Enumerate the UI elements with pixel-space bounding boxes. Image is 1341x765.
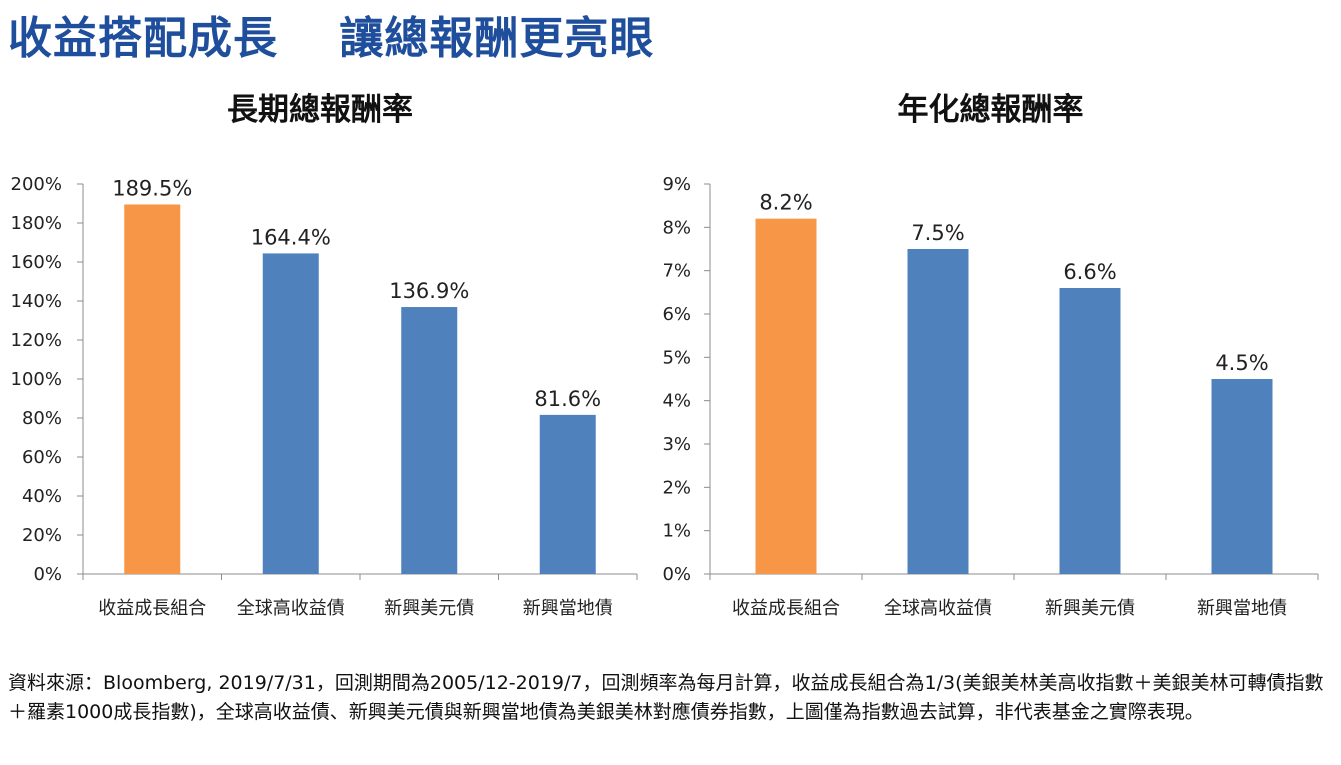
y-tick-label: 120% (11, 330, 62, 351)
y-tick-label: 5% (662, 347, 691, 368)
bar-4 (1211, 379, 1273, 574)
category-label: 新興美元債 (1045, 598, 1135, 619)
y-tick-label: 6% (662, 304, 691, 325)
y-tick-label: 60% (22, 447, 62, 468)
data-label: 6.6% (1063, 260, 1116, 284)
y-tick-label: 40% (22, 486, 62, 507)
y-tick-label: 4% (662, 391, 691, 412)
y-tick-label: 140% (11, 291, 62, 312)
y-tick-label: 1% (662, 521, 691, 542)
y-tick-label: 8% (662, 217, 691, 238)
source-footnote: 資料來源：Bloomberg, 2019/7/31，回測期間為2005/12-2… (8, 672, 1324, 723)
chart-panel-annualized: 年化總報酬率 0% 1% 2% 3% 4% 5% 6% 7% 8% 9% 8.2% 收益成長組合 7.5… (660, 78, 1341, 638)
y-tick-label: 160% (11, 252, 62, 273)
data-label: 164.4% (251, 225, 331, 249)
page-headline: 收益搭配成長 讓總報酬更亮眼 (8, 13, 655, 64)
bar-3 (1059, 288, 1121, 574)
category-label: 新興當地債 (523, 598, 613, 619)
data-label: 8.2% (759, 191, 812, 215)
bar-2 (262, 253, 319, 575)
chart-title-cumulative: 長期總報酬率 (227, 92, 413, 128)
y-tick-label: 2% (662, 477, 691, 498)
y-tick-label: 100% (11, 369, 62, 390)
bar-3 (401, 307, 458, 574)
category-label: 收益成長組合 (732, 598, 840, 619)
y-tick-label: 0% (33, 564, 62, 585)
data-label: 7.5% (911, 221, 964, 245)
category-label: 新興美元債 (384, 598, 474, 619)
y-tick-label: 0% (662, 564, 691, 585)
y-tick-label: 80% (22, 408, 62, 429)
bar-2 (907, 249, 969, 574)
category-label: 新興當地債 (1197, 598, 1287, 619)
data-label: 81.6% (534, 387, 601, 411)
chart-panel-cumulative: 長期總報酬率 0% 20% 40% 60% 80% 100% 120% 140% 160% 180… (0, 78, 660, 638)
y-tick-label: 7% (662, 261, 691, 282)
category-label: 全球高收益債 (884, 598, 992, 619)
y-tick-label: 9% (662, 174, 691, 195)
category-label: 收益成長組合 (98, 598, 206, 619)
bar-4 (539, 414, 596, 574)
data-label: 4.5% (1215, 351, 1268, 375)
y-tick-label: 3% (662, 434, 691, 455)
chart-annualized-return: 0% 1% 2% 3% 4% 5% 6% 7% 8% 9% 8.2% 收益成長組合 7.5% 全球高收益債… (662, 174, 1319, 619)
bar-1 (124, 204, 181, 574)
y-tick-label: 180% (11, 213, 62, 234)
y-tick-label: 20% (22, 525, 62, 546)
data-label: 189.5% (112, 176, 192, 200)
y-tick-label: 200% (11, 174, 62, 195)
category-label: 全球高收益債 (237, 598, 345, 619)
bar-1 (755, 218, 817, 574)
data-label: 136.9% (389, 279, 469, 303)
chart-title-annualized: 年化總報酬率 (897, 92, 1084, 128)
chart-cumulative-return: 0% 20% 40% 60% 80% 100% 120% 140% 160% 180% 200% 18… (11, 174, 638, 619)
